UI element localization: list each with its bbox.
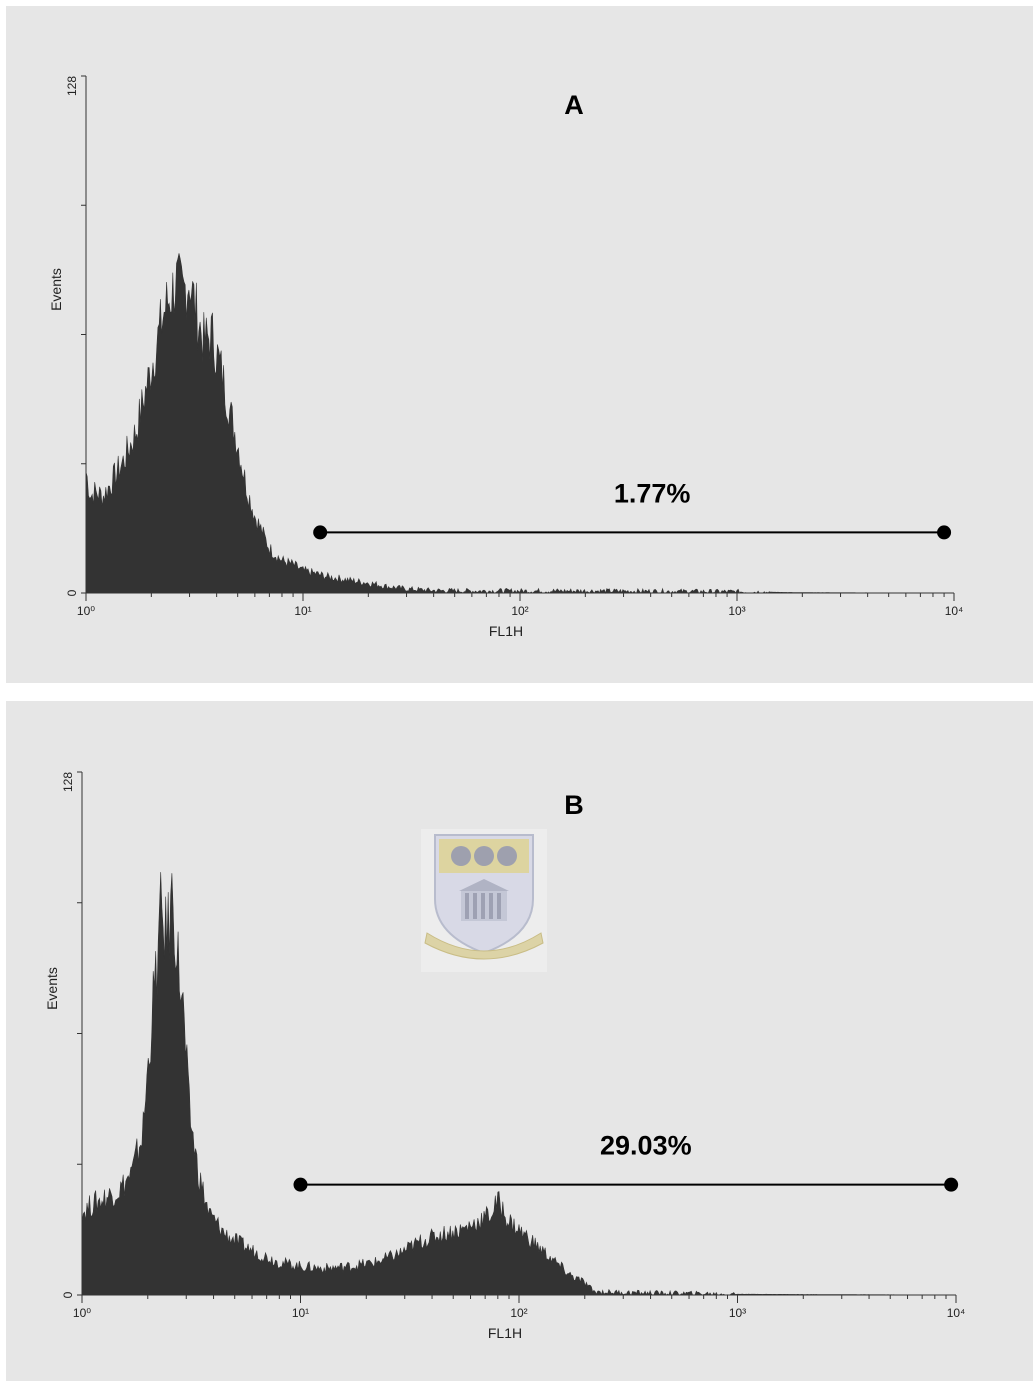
x-tick-label-a: 10⁰ [77,604,95,618]
gate-marker-b [293,1177,959,1192]
histogram-panel-a: 0 128 10⁰ 10¹ 10² 10³ 10⁴ Events FL1H A 1.77% [6,6,1033,683]
x-tick-label-b: 10² [510,1306,527,1320]
x-tick-label-a: 10² [511,604,528,618]
gate-percentage-b: 29.03% [600,1131,692,1161]
gate-percentage-a: 1.77% [614,478,691,508]
histogram-area-a [85,253,954,594]
gate-marker-a [313,525,952,540]
x-axis-label-a: FL1H [489,623,523,639]
y-tick-label-b: 128 [61,772,75,792]
gate-end-marker-b [944,1177,959,1192]
panel-label-a: A [564,90,584,120]
histogram-chart-a: 0 128 10⁰ 10¹ 10² 10³ 10⁴ Events FL1H A 1.77% [48,75,964,639]
x-tick-label-b: 10⁰ [73,1306,91,1320]
histogram-chart-b: 0 128 10⁰ 10¹ 10² 10³ 10⁴ Events FL1H B 29.03% [44,771,966,1341]
x-tick-label-a: 10³ [728,604,745,618]
y-tick-label-a: 0 [65,589,79,596]
y-axis-label-b: Events [44,967,60,1010]
x-tick-label-b: 10⁴ [947,1306,966,1320]
gate-start-marker-a [313,525,328,540]
x-tick-label-a: 10¹ [294,604,311,618]
histogram-area-b [81,872,956,1296]
y-tick-label-a: 128 [65,76,79,96]
university-crest-watermark [421,829,547,972]
axes-b: 0 128 10⁰ 10¹ 10² 10³ 10⁴ [61,771,966,1320]
histogram-panel-b: 0 128 10⁰ 10¹ 10² 10³ 10⁴ Events FL1H B 29.03% [6,701,1033,1381]
panel-label-b: B [564,790,584,820]
x-tick-label-b: 10¹ [292,1306,309,1320]
gate-end-marker-a [937,525,952,540]
gate-start-marker-b [293,1177,308,1192]
x-axis-label-b: FL1H [488,1325,522,1341]
y-axis-label-a: Events [48,268,64,311]
y-tick-label-b: 0 [61,1291,75,1298]
axes-a: 0 128 10⁰ 10¹ 10² 10³ 10⁴ [65,75,964,618]
x-tick-label-b: 10³ [729,1306,746,1320]
x-tick-label-a: 10⁴ [945,604,964,618]
